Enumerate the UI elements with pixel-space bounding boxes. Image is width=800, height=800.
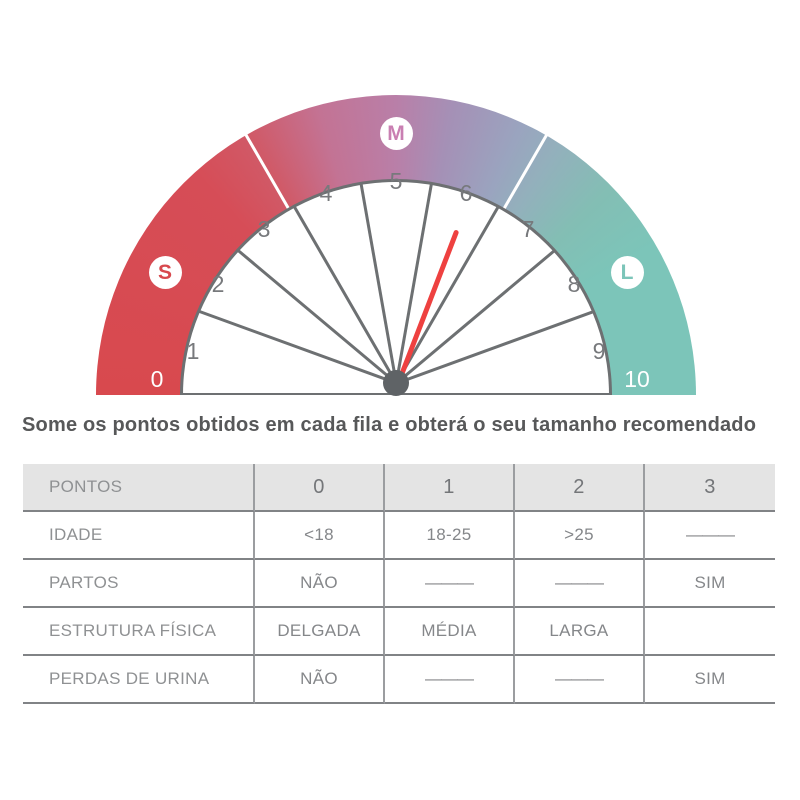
points-table: PONTOS 0 1 2 3 IDADE <18 18-25 >25 ——— P… xyxy=(23,464,775,704)
zone-badge-medium: M xyxy=(379,116,413,150)
table-cell: ——— xyxy=(385,656,515,704)
row-label: IDADE xyxy=(23,512,255,560)
gauge-number: 4 xyxy=(319,180,333,206)
row-label: PERDAS DE URINA xyxy=(23,656,255,704)
table-cell: ——— xyxy=(385,560,515,608)
row-label: PARTOS xyxy=(23,560,255,608)
table-cell: NÃO xyxy=(255,656,385,704)
column-header-0: 0 xyxy=(255,464,385,512)
zone-badge-large: L xyxy=(610,255,644,289)
table-cell xyxy=(645,608,775,656)
table-cell: ——— xyxy=(515,560,645,608)
table-cell: SIM xyxy=(645,560,775,608)
column-header-pontos: PONTOS xyxy=(23,464,255,512)
gauge-number: 8 xyxy=(567,271,581,297)
table-cell: MÉDIA xyxy=(385,608,515,656)
table-cell: ——— xyxy=(645,512,775,560)
table-cell: SIM xyxy=(645,656,775,704)
table-header-row: PONTOS 0 1 2 3 xyxy=(23,464,775,512)
row-label: ESTRUTURA FÍSICA xyxy=(23,608,255,656)
column-header-2: 2 xyxy=(515,464,645,512)
table-cell: <18 xyxy=(255,512,385,560)
gauge-hub xyxy=(383,370,409,396)
column-header-3: 3 xyxy=(645,464,775,512)
size-gauge: 1 2 3 4 5 6 7 8 9 0 10 S M L xyxy=(96,95,696,396)
table-cell: NÃO xyxy=(255,560,385,608)
gauge-number: 6 xyxy=(459,180,473,206)
instruction-heading: Some os pontos obtidos em cada fila e ob… xyxy=(22,414,757,436)
gauge-number: 5 xyxy=(389,168,403,194)
gauge-max-label: 10 xyxy=(624,366,650,392)
table-cell: DELGADA xyxy=(255,608,385,656)
table-cell: >25 xyxy=(515,512,645,560)
column-header-1: 1 xyxy=(385,464,515,512)
gauge-number: 1 xyxy=(186,338,200,364)
table-cell: LARGA xyxy=(515,608,645,656)
table-cell: 18-25 xyxy=(385,512,515,560)
table-row-partos: PARTOS NÃO ——— ——— SIM xyxy=(23,560,775,608)
gauge-number: 2 xyxy=(211,271,225,297)
gauge-min-label: 0 xyxy=(150,366,164,392)
table-row-perdas-de-urina: PERDAS DE URINA NÃO ——— ——— SIM xyxy=(23,656,775,704)
gauge-number: 9 xyxy=(592,338,606,364)
table-row-estrutura-fisica: ESTRUTURA FÍSICA DELGADA MÉDIA LARGA xyxy=(23,608,775,656)
table-cell: ——— xyxy=(515,656,645,704)
gauge-number: 7 xyxy=(521,216,535,242)
zone-badge-small: S xyxy=(148,255,182,289)
table-row-idade: IDADE <18 18-25 >25 ——— xyxy=(23,512,775,560)
gauge-number: 3 xyxy=(257,216,271,242)
